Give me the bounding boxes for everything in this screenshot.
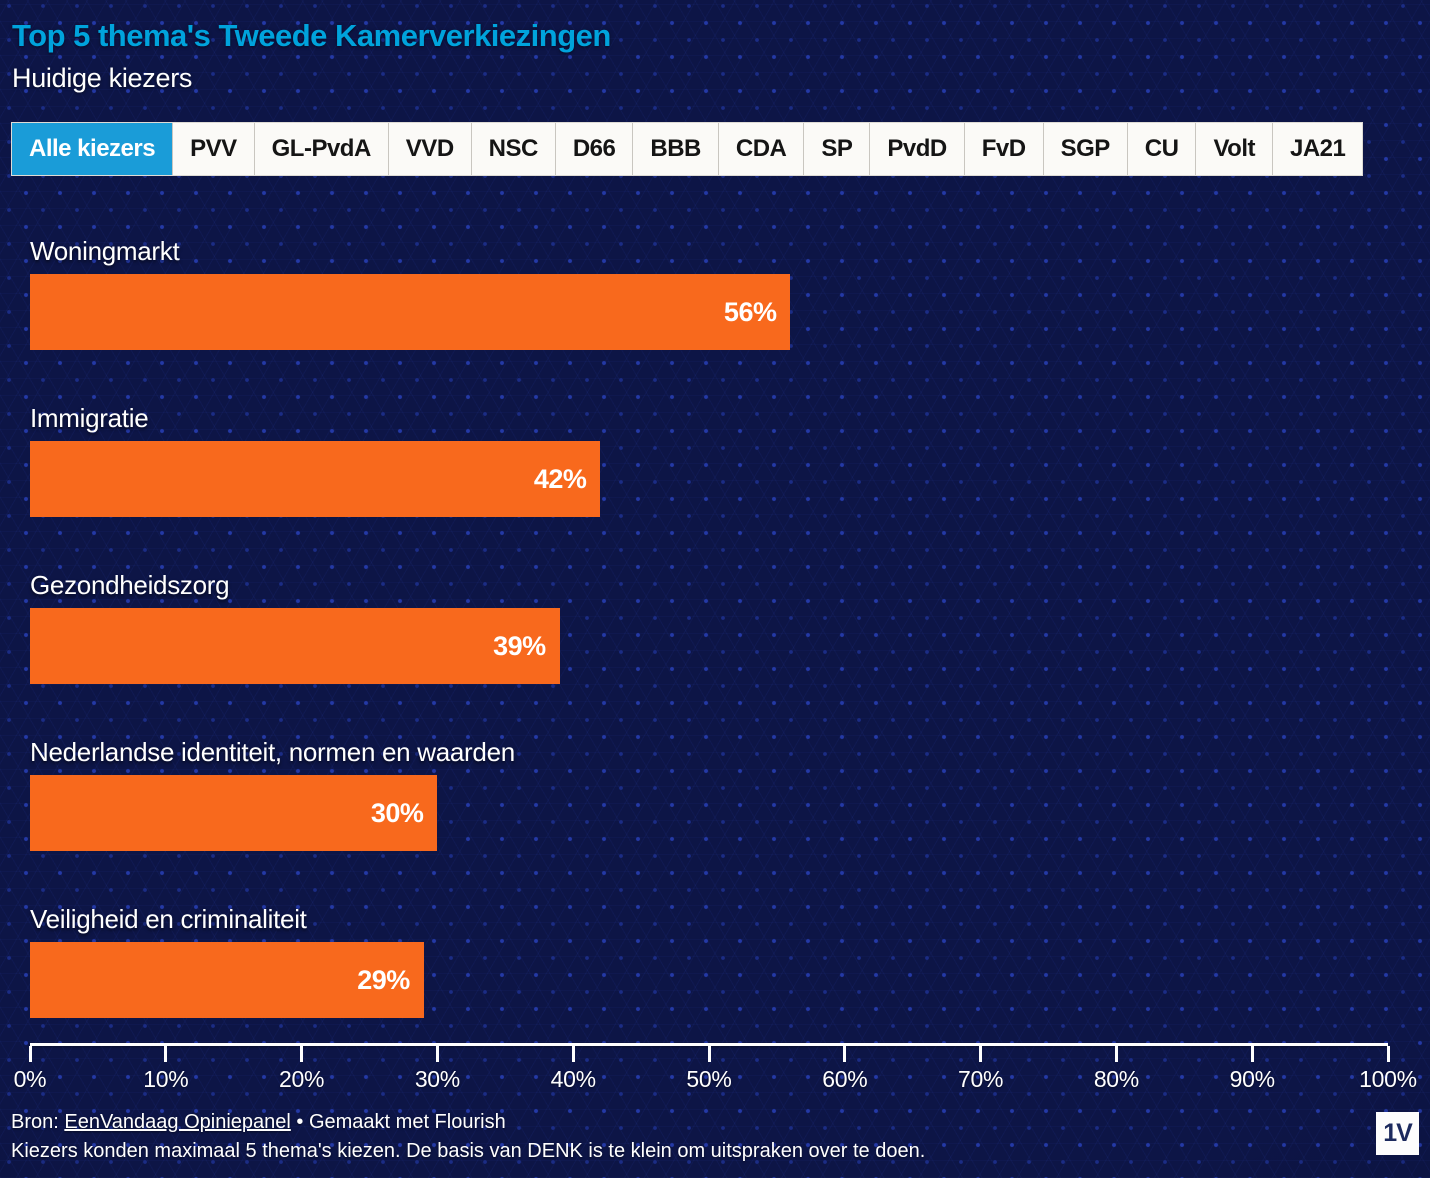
x-axis-tick bbox=[164, 1046, 168, 1062]
x-axis-tick-label: 70% bbox=[958, 1066, 1004, 1092]
bar-label: Veiligheid en criminaliteit bbox=[30, 904, 307, 934]
page-title: Top 5 thema's Tweede Kamerverkiezingen bbox=[12, 18, 611, 53]
tab-nsc[interactable]: NSC bbox=[470, 123, 555, 175]
x-axis-tick-label: 0% bbox=[13, 1066, 47, 1092]
tab-pvv[interactable]: PVV bbox=[172, 123, 254, 175]
tab-cda[interactable]: CDA bbox=[717, 123, 804, 175]
bar-label: Immigratie bbox=[30, 403, 149, 433]
x-axis-tick bbox=[28, 1046, 32, 1062]
bar-row: Woningmarkt 56% bbox=[30, 236, 1388, 350]
tab-volt[interactable]: Volt bbox=[1195, 123, 1272, 175]
x-axis-tick-label: 90% bbox=[1229, 1066, 1275, 1092]
tab-cu[interactable]: CU bbox=[1126, 123, 1196, 175]
bar-label: Nederlandse identiteit, normen en waarde… bbox=[30, 737, 515, 767]
x-axis-tick bbox=[979, 1046, 983, 1062]
tab-d66[interactable]: D66 bbox=[554, 123, 633, 175]
bar-value-label: 39% bbox=[493, 631, 546, 661]
x-axis-line bbox=[30, 1043, 1388, 1046]
bar-label: Woningmarkt bbox=[30, 236, 180, 266]
tab-sp[interactable]: SP bbox=[803, 123, 870, 175]
x-axis-tick bbox=[435, 1046, 439, 1062]
x-axis-tick bbox=[1386, 1046, 1390, 1062]
bar[interactable]: 39% bbox=[30, 608, 560, 684]
x-axis-tick-label: 50% bbox=[686, 1066, 732, 1092]
bar-value-label: 42% bbox=[533, 464, 587, 494]
tab-vvd[interactable]: VVD bbox=[387, 123, 471, 175]
x-axis-tick-label: 40% bbox=[550, 1066, 596, 1092]
x-axis-tick-label: 100% bbox=[1359, 1066, 1417, 1092]
bar[interactable]: 29% bbox=[30, 942, 424, 1018]
chart-subtitle: Huidige kiezers bbox=[12, 63, 193, 93]
bar-label: Gezondheidszorg bbox=[30, 570, 230, 600]
x-axis: 0% 10% 20% 30% 40% 50% 60% 70% 80% 90% 100% bbox=[14, 1043, 1417, 1092]
tab-gl-pvda[interactable]: GL-PvdA bbox=[253, 123, 388, 175]
eenvandaag-logo: 1V bbox=[1376, 1112, 1419, 1155]
bar[interactable]: 42% bbox=[30, 441, 601, 517]
footnote: Kiezers konden maximaal 5 thema's kiezen… bbox=[11, 1140, 926, 1162]
tab-alle-kiezers[interactable]: Alle kiezers bbox=[12, 123, 173, 175]
x-axis-tick-label: 60% bbox=[822, 1066, 868, 1092]
source-line: Bron: EenVandaag Opiniepanel • Gemaakt m… bbox=[11, 1108, 925, 1137]
bar-row: Immigratie 42% bbox=[30, 403, 1388, 517]
chart-footer: Bron: EenVandaag Opiniepanel • Gemaakt m… bbox=[11, 1108, 925, 1166]
tab-fvd[interactable]: FvD bbox=[963, 123, 1043, 175]
bar-row: Veiligheid en criminaliteit 29% bbox=[30, 904, 1388, 1018]
source-link[interactable]: EenVandaag Opiniepanel bbox=[64, 1111, 291, 1133]
x-axis-tick-label: 20% bbox=[279, 1066, 325, 1092]
bar[interactable]: 30% bbox=[30, 775, 438, 851]
chart-header: Top 5 thema's Tweede Kamerverkiezingen H… bbox=[12, 18, 611, 94]
made-with-label: • Gemaakt met Flourish bbox=[290, 1111, 506, 1133]
tab-bbb[interactable]: BBB bbox=[632, 123, 718, 175]
bar-value-label: 56% bbox=[723, 297, 777, 327]
bar[interactable]: 56% bbox=[30, 274, 791, 350]
tab-pvdd[interactable]: PvdD bbox=[869, 123, 964, 175]
x-axis-tick bbox=[843, 1046, 847, 1062]
bar-row: Nederlandse identiteit, normen en waarde… bbox=[30, 737, 1388, 851]
x-axis-tick bbox=[1114, 1046, 1118, 1062]
tab-sgp[interactable]: SGP bbox=[1042, 123, 1127, 175]
bar-value-label: 29% bbox=[357, 965, 410, 995]
x-axis-tick bbox=[300, 1046, 304, 1062]
party-tabs: Alle kiezers PVV GL-PvdA VVD NSC D66 BBB CDA SP P… bbox=[11, 122, 1364, 176]
x-axis-tick bbox=[571, 1046, 575, 1062]
x-axis-tick-label: 10% bbox=[143, 1066, 189, 1092]
x-axis-tick bbox=[1250, 1046, 1254, 1062]
x-axis-tick-label: 30% bbox=[414, 1066, 460, 1092]
eenvandaag-logo-text: 1V bbox=[1383, 1119, 1413, 1147]
source-label: Bron: bbox=[11, 1111, 65, 1133]
bar-row: Gezondheidszorg 39% bbox=[30, 570, 1388, 684]
bar-value-label: 30% bbox=[370, 798, 424, 828]
tab-ja21[interactable]: JA21 bbox=[1271, 123, 1363, 175]
x-axis-tick-label: 80% bbox=[1093, 1066, 1139, 1092]
x-axis-tick bbox=[707, 1046, 711, 1062]
